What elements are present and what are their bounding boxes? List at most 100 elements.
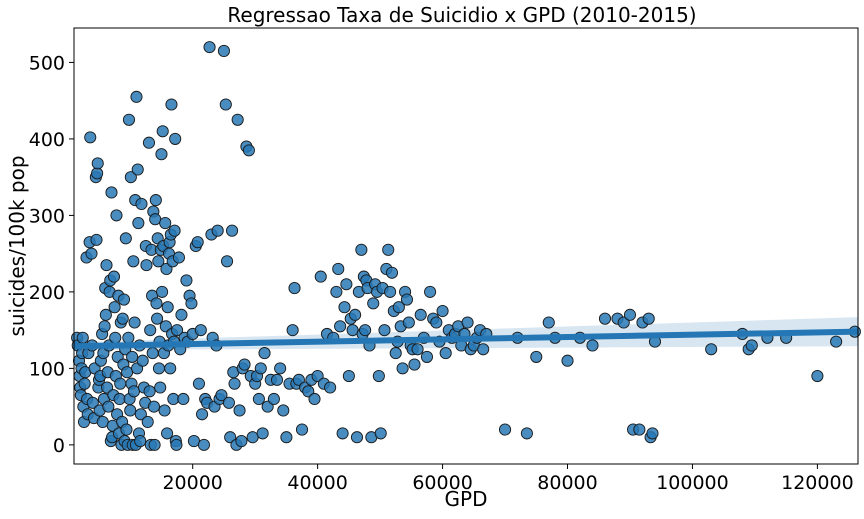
- data-point: [228, 377, 241, 390]
- data-point: [436, 304, 449, 318]
- data-point: [745, 339, 758, 352]
- data-point: [385, 266, 399, 279]
- data-point: [221, 255, 234, 268]
- data-point: [242, 144, 255, 157]
- data-point: [135, 197, 148, 210]
- data-point: [126, 350, 139, 363]
- data-point: [225, 224, 239, 237]
- data-point: [147, 400, 161, 413]
- data-point: [396, 362, 409, 375]
- data-point: [121, 366, 134, 379]
- data-point: [295, 423, 309, 436]
- y-axis-label: suicides/100k pop: [5, 155, 29, 336]
- data-point: [134, 408, 147, 421]
- chart-title: Regressao Taxa de Suicidio x GPD (2010-2…: [227, 3, 696, 27]
- data-point: [498, 423, 512, 436]
- data-point: [156, 125, 169, 138]
- data-point: [124, 171, 137, 184]
- data-point: [336, 427, 349, 440]
- data-point: [143, 385, 156, 398]
- data-point: [107, 270, 121, 283]
- data-point: [350, 431, 364, 444]
- regression-line-layer: [73, 328, 859, 350]
- data-point: [642, 312, 655, 325]
- data-point: [142, 136, 156, 149]
- data-point: [430, 316, 443, 329]
- data-point: [105, 186, 118, 199]
- data-point: [165, 98, 178, 111]
- data-point: [149, 194, 162, 207]
- data-point: [78, 377, 91, 390]
- data-point: [402, 316, 415, 329]
- data-point: [623, 308, 637, 321]
- data-point: [149, 213, 162, 226]
- data-point: [277, 404, 290, 417]
- data-point: [128, 316, 141, 329]
- data-point: [217, 44, 230, 57]
- data-point: [367, 297, 380, 310]
- x-tick-label: 120000: [781, 472, 854, 494]
- data-point: [235, 435, 248, 448]
- data-point: [420, 350, 434, 363]
- data-point: [127, 385, 141, 398]
- y-tick-label: 500: [29, 52, 65, 74]
- y-tick-label: 100: [29, 358, 65, 380]
- y-tick-label: 300: [29, 205, 65, 227]
- data-point: [172, 251, 185, 264]
- data-point: [119, 232, 132, 245]
- data-point: [382, 243, 395, 256]
- data-point: [109, 331, 122, 344]
- data-point: [84, 131, 97, 144]
- data-point: [96, 415, 109, 428]
- data-point: [99, 308, 112, 321]
- data-point: [520, 427, 533, 440]
- data-point: [159, 217, 172, 230]
- x-tick-label: 60000: [412, 472, 472, 494]
- y-tick-label: 400: [29, 129, 65, 151]
- data-point: [256, 427, 269, 440]
- data-point: [219, 98, 232, 111]
- data-point: [116, 312, 129, 325]
- data-point: [136, 354, 149, 367]
- x-tick-label: 100000: [656, 472, 729, 494]
- data-point: [288, 282, 301, 295]
- data-point: [131, 163, 144, 176]
- data-point: [324, 381, 337, 394]
- points-layer: [71, 41, 861, 451]
- y-tick-label: 200: [29, 282, 65, 304]
- data-point: [270, 373, 284, 386]
- data-point: [830, 335, 843, 348]
- data-point: [252, 392, 265, 406]
- data-point: [192, 377, 205, 390]
- data-point: [238, 358, 251, 371]
- data-point: [233, 404, 246, 417]
- data-point: [144, 324, 157, 337]
- data-point: [164, 362, 177, 375]
- data-point: [141, 415, 154, 428]
- data-point: [134, 435, 147, 448]
- x-tick-label: 40000: [287, 472, 347, 494]
- data-point: [124, 404, 137, 417]
- data-point: [424, 285, 437, 298]
- data-point: [211, 224, 224, 237]
- data-point: [378, 324, 391, 337]
- data-point: [215, 389, 228, 402]
- data-point: [342, 369, 355, 383]
- regression-line: [73, 328, 859, 350]
- data-point: [392, 301, 405, 314]
- data-point: [439, 347, 452, 360]
- data-point: [85, 247, 98, 260]
- data-point: [355, 243, 368, 256]
- data-point: [330, 285, 343, 298]
- data-point: [152, 255, 165, 268]
- data-point: [246, 431, 259, 444]
- data-point: [169, 132, 182, 145]
- data-point: [187, 435, 200, 448]
- data-point: [167, 392, 180, 406]
- data-point: [340, 278, 353, 291]
- data-point: [90, 233, 103, 246]
- plot-frame: [73, 27, 859, 465]
- data-point: [117, 293, 131, 306]
- data-point: [646, 427, 659, 440]
- data-point: [91, 167, 104, 180]
